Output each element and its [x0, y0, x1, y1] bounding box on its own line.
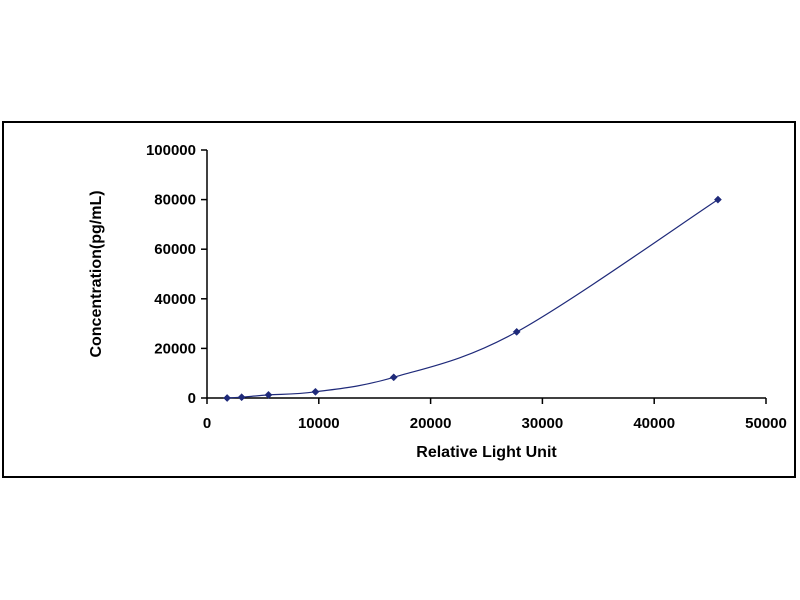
- x-tick-label: 10000: [298, 415, 340, 432]
- y-axis-title: Concentration(pg/mL): [88, 190, 105, 357]
- data-point: [223, 394, 232, 402]
- data-point: [264, 390, 273, 399]
- x-tick-label: 20000: [410, 415, 452, 432]
- standard-curve-chart: 0 20000 40000 60000 80000 100000 0 10000 20000 3…: [88, 142, 787, 461]
- x-axis-title: Relative Light Unit: [416, 444, 557, 461]
- fit-curve: [227, 199, 719, 399]
- x-tick-label: 40000: [633, 415, 675, 432]
- x-tick-label: 30000: [522, 415, 564, 432]
- x-axis: 0 10000 20000 30000 40000 50000: [203, 397, 787, 432]
- x-tick-label: 50000: [745, 415, 787, 432]
- chart-frame: 0 20000 40000 60000 80000 100000 0 10000 20000 3…: [2, 121, 796, 478]
- data-point: [311, 387, 320, 396]
- data-point: [512, 327, 521, 336]
- y-tick-label: 0: [188, 390, 196, 407]
- y-tick-label: 60000: [154, 241, 196, 258]
- data-point: [237, 393, 246, 402]
- y-tick-label: 100000: [146, 142, 196, 159]
- y-tick-label: 20000: [154, 340, 196, 357]
- y-tick-label: 80000: [154, 192, 196, 209]
- plot-area: [223, 195, 722, 402]
- y-tick-label: 40000: [154, 291, 196, 308]
- x-tick-label: 0: [203, 415, 211, 432]
- y-axis: 0 20000 40000 60000 80000 100000: [146, 142, 208, 407]
- data-point: [713, 195, 722, 204]
- data-point: [389, 373, 398, 382]
